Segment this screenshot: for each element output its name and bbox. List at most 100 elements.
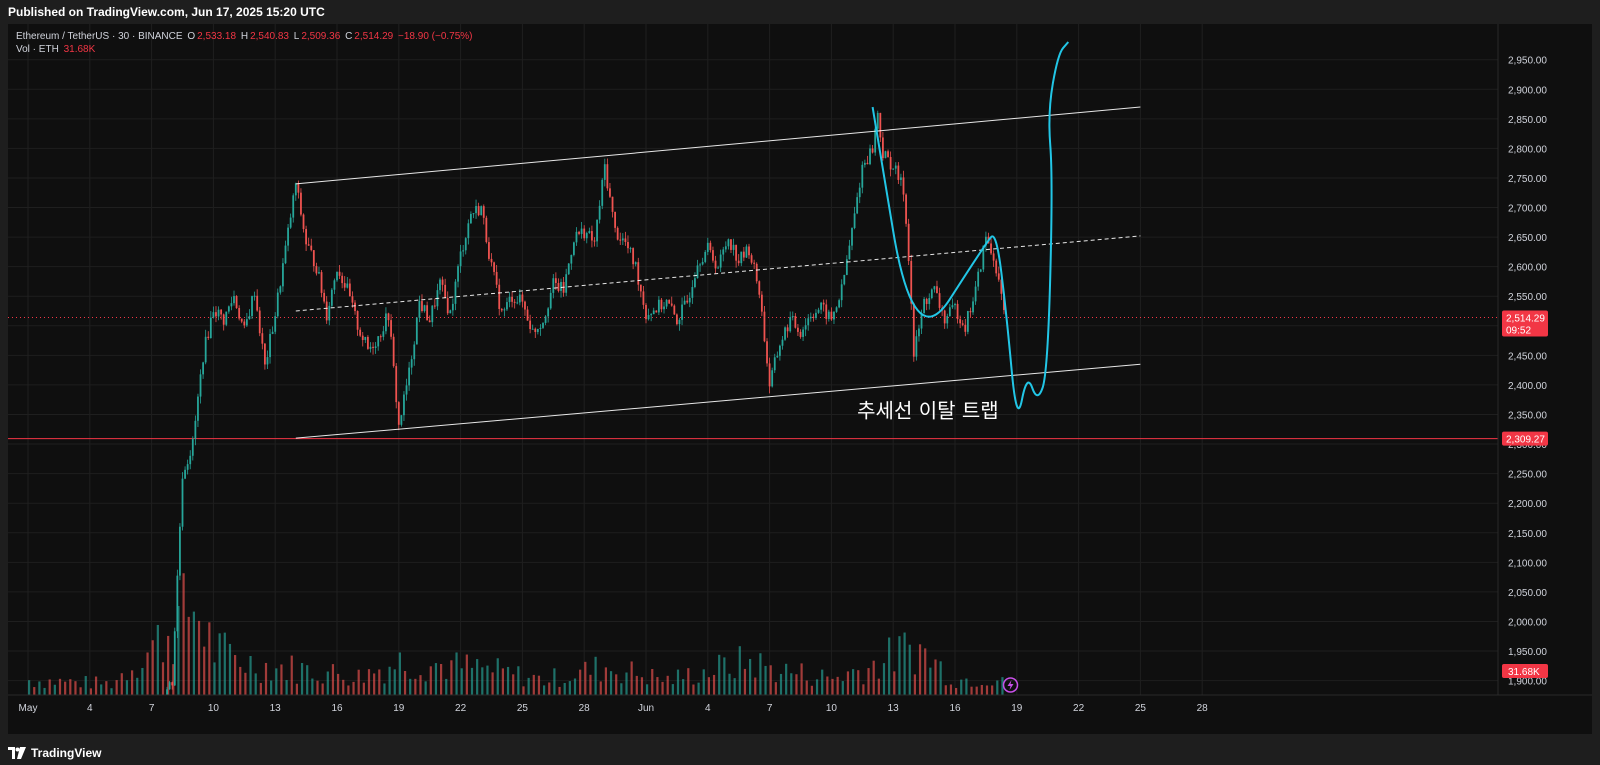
volume-bar — [409, 678, 412, 695]
volume-bar — [924, 648, 927, 695]
candle-body — [817, 309, 820, 313]
candle-body — [838, 300, 841, 308]
volume-bar — [888, 637, 891, 695]
x-tick-label: 7 — [149, 703, 155, 714]
candle-body — [650, 314, 653, 316]
lightning-glyph — [1007, 680, 1014, 690]
volume-bar — [120, 673, 123, 695]
candle-body — [444, 284, 447, 299]
candle-body — [627, 242, 629, 249]
candle-body — [470, 213, 472, 224]
volume-bar — [800, 663, 803, 695]
candle-body — [655, 310, 658, 313]
volume-bar — [563, 682, 566, 695]
x-tick-label: 4 — [87, 703, 93, 714]
x-tick-label: 19 — [393, 703, 405, 714]
candle-body — [271, 331, 274, 334]
candle-body — [181, 478, 184, 527]
volume-bar — [105, 681, 108, 695]
candle-body — [410, 359, 413, 368]
candle-body — [652, 310, 655, 315]
candle-body — [446, 298, 449, 314]
candle-body — [642, 291, 645, 305]
volume-bar — [841, 681, 844, 695]
volume-bar — [877, 678, 880, 695]
candle-body — [508, 296, 511, 303]
volume-bar — [481, 667, 484, 695]
candle-body — [258, 310, 261, 334]
volume-bar — [584, 661, 587, 695]
candle-body — [776, 355, 779, 358]
chart-area[interactable]: Ethereum / TetherUS · 30 · BINANCE O 2,53… — [8, 24, 1592, 734]
candle-body — [403, 394, 405, 416]
candle-body — [876, 112, 879, 129]
volume-bar — [857, 670, 860, 695]
volume-bar — [141, 667, 144, 695]
candle-body — [681, 304, 683, 320]
published-text: Published on TradingView.com, Jun 17, 20… — [8, 5, 325, 19]
volume-bar — [403, 670, 407, 695]
candle-body — [797, 327, 799, 332]
volume-bar — [754, 677, 757, 695]
candle-body — [812, 316, 815, 318]
candle-body — [799, 331, 802, 337]
candle-body — [938, 293, 941, 308]
x-tick-label: 13 — [270, 703, 282, 714]
volume-bar — [316, 680, 319, 695]
volume-bar — [398, 652, 401, 695]
candle-body — [227, 306, 230, 312]
y-tick-label: 2,450.00 — [1508, 351, 1547, 362]
candle-body — [591, 231, 593, 241]
candle-body — [920, 313, 923, 329]
candle-body — [815, 312, 817, 318]
candle-body — [542, 322, 544, 328]
candle-body — [305, 229, 307, 245]
candle-body — [606, 164, 609, 189]
candle-body — [333, 280, 336, 290]
volume-bar — [579, 669, 582, 695]
candle-body — [238, 308, 241, 319]
candle-body — [634, 262, 637, 265]
candle-body — [871, 148, 874, 153]
volume-bar — [167, 635, 170, 695]
volume-bar — [285, 680, 288, 695]
last-price-tag: 09:52 — [1506, 326, 1531, 337]
volume-bar — [512, 674, 515, 695]
volume-bar — [532, 674, 535, 695]
channel-mid-line — [295, 235, 1141, 312]
candle-body — [915, 336, 918, 357]
volume-bar — [862, 684, 865, 695]
volume-bar — [960, 679, 963, 695]
candle-body — [397, 402, 400, 425]
legend-open-value: 2,533.18 — [197, 31, 237, 42]
candle-body — [184, 469, 186, 479]
volume-bar — [635, 675, 638, 695]
volume-bar — [815, 679, 819, 695]
y-tick-label: 2,150.00 — [1508, 529, 1547, 540]
volume-bar — [234, 655, 237, 695]
candle-body — [760, 294, 763, 312]
candle-body — [251, 296, 253, 317]
candle-body — [866, 162, 869, 165]
volume-bar — [707, 677, 710, 695]
candle-body — [408, 367, 410, 386]
volume-bar — [197, 620, 201, 695]
candle-body — [274, 316, 277, 332]
volume-bar — [151, 640, 154, 695]
volume-bar — [476, 659, 479, 695]
volume-bar — [651, 669, 654, 695]
legend-change: −18.90 (−0.75%) — [398, 31, 473, 42]
candle-body — [310, 245, 313, 251]
candle-body — [395, 366, 398, 403]
candle-body — [781, 339, 784, 346]
volume-bar — [640, 677, 644, 695]
volume-bar — [84, 676, 87, 695]
price-chart-svg[interactable]: 추세선 이탈 트랩 1,900.00 1,950.00 2,000.00 2,050.0… — [8, 24, 1592, 734]
volume-bar — [347, 685, 350, 695]
candle-body — [676, 314, 678, 325]
candle-body — [856, 197, 859, 214]
volume-bar — [337, 673, 340, 695]
volume-bar — [1001, 677, 1004, 695]
y-tick-label: 2,950.00 — [1508, 56, 1547, 67]
volume-bar — [89, 688, 92, 695]
